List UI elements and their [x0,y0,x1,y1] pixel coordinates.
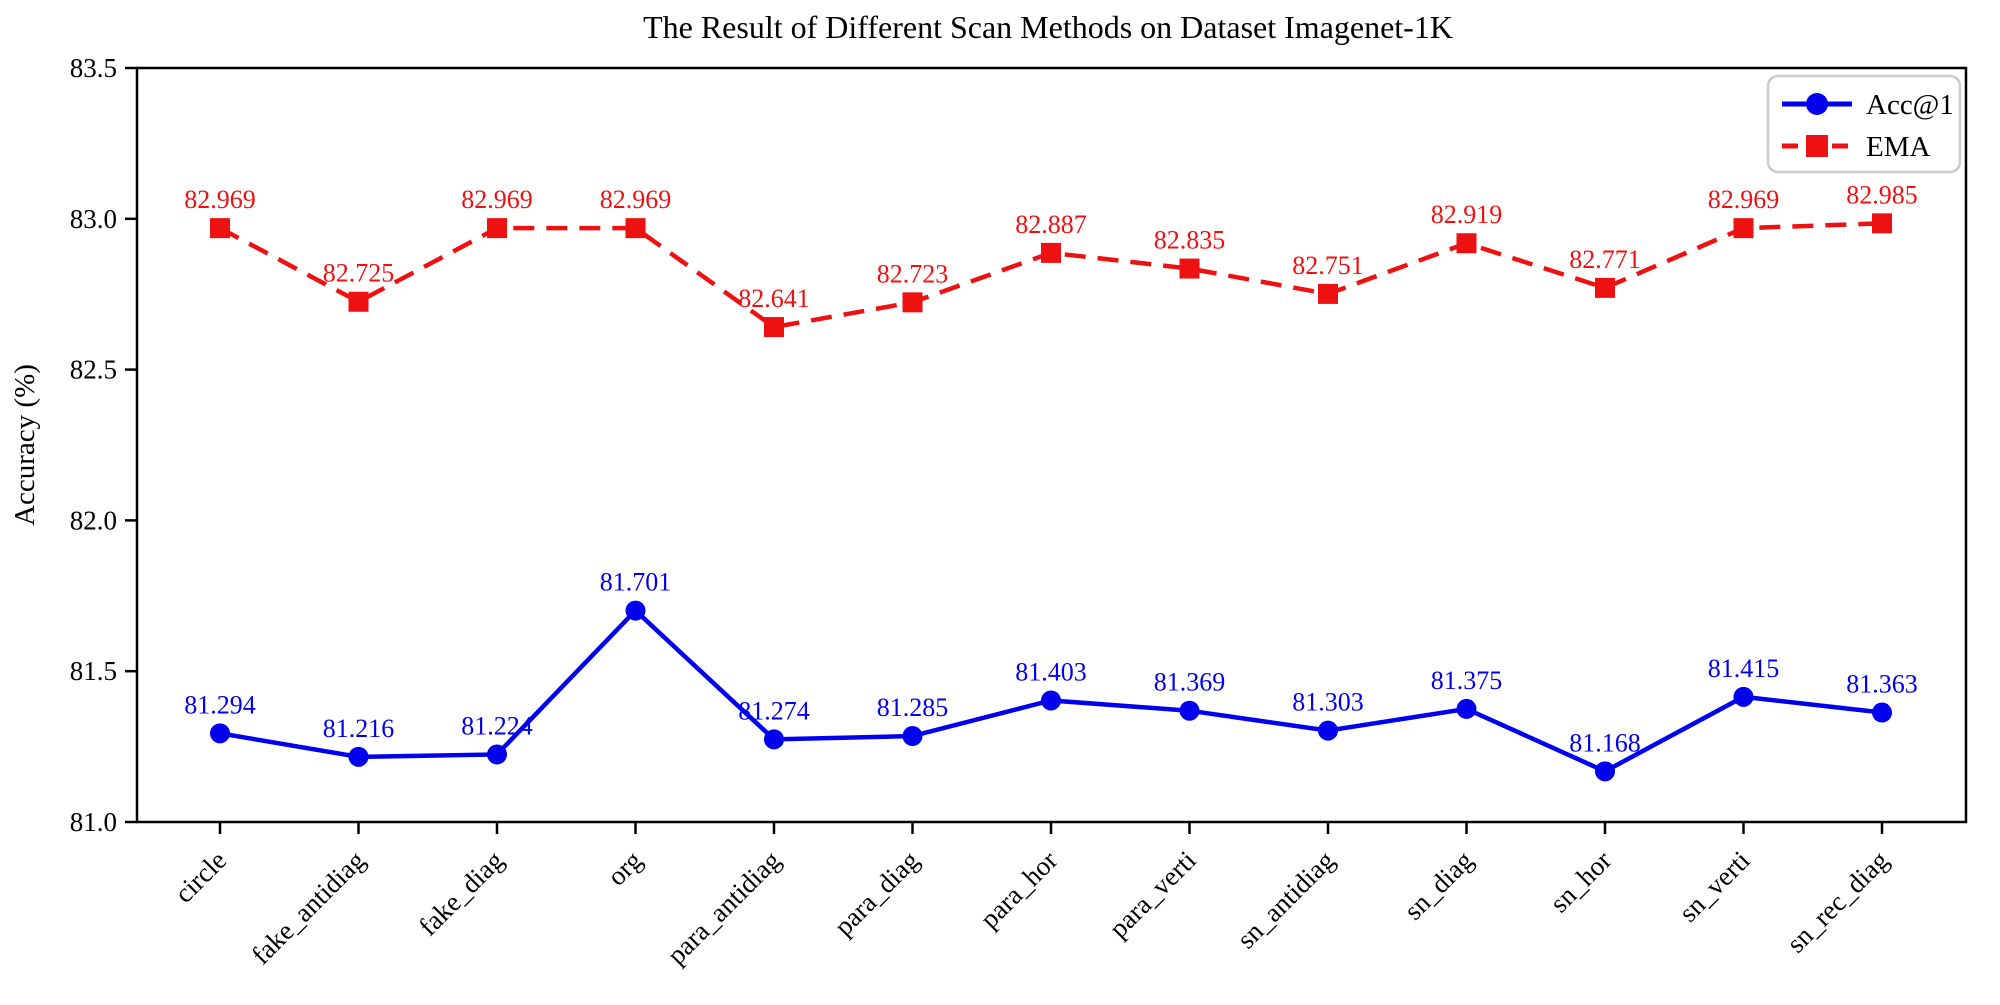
data-point-label: 82.641 [738,284,810,313]
x-tick-label-sn_rec_diag: sn_rec_diag [1781,845,1894,958]
data-point-label: 81.216 [323,714,395,743]
data-point-label: 81.224 [461,711,533,740]
x-tick-label-fake_diag: fake_diag [413,845,509,941]
x-tick-label-para_verti: para_verti [1103,845,1202,944]
x-tick-label-circle: circle [169,845,233,909]
series-layer: 81.294 81.216 81.224 81.701 81.274 81.285 81.4… [184,180,1918,782]
data-point-marker [348,291,369,312]
y-tick-label: 83.0 [70,204,117,234]
legend-marker-Acc@1 [1806,93,1828,115]
data-point-marker [1733,686,1754,707]
x-tick-label-org: org [601,845,647,891]
y-tick-label: 81.0 [70,807,117,837]
data-point-marker [487,218,507,239]
data-point-marker [210,218,230,239]
data-point-label: 82.969 [600,185,672,214]
data-point-marker [902,726,923,747]
data-point-label: 81.274 [738,696,810,725]
data-point-marker [1041,242,1061,263]
x-tick-label-fake_antidiag: fake_antidiag [246,845,371,970]
data-point-label: 81.369 [1154,668,1226,697]
data-point-label: 81.375 [1431,666,1503,695]
data-point-marker [625,218,646,239]
y-tick-label: 82.5 [70,355,117,385]
data-point-label: 82.985 [1846,180,1918,209]
series-EMA: 82.969 82.725 82.969 82.969 82.641 82.723 82.8… [184,180,1918,338]
data-point-marker [1456,233,1477,254]
x-tick-label-para_hor: para_hor [974,845,1063,934]
x-tick-label-sn_verti: sn_verti [1673,845,1756,928]
data-point-label: 81.303 [1292,688,1364,717]
data-point-marker [210,723,230,744]
data-point-marker [1595,277,1615,298]
data-point-marker [1179,700,1200,721]
data-point-label: 81.415 [1708,654,1780,683]
x-tick-label-sn_hor: sn_hor [1544,845,1617,918]
data-point-marker [1872,213,1892,234]
y-axis-label: Accuracy (%) [9,364,41,526]
data-point-label: 81.294 [184,690,256,719]
data-point-label: 82.969 [461,185,533,214]
x-tick-label-sn_diag: sn_diag [1398,845,1479,926]
x-tick-label-para_antidiag: para_antidiag [661,845,786,970]
data-point-label: 81.701 [600,568,672,597]
data-point-marker [1872,702,1892,723]
data-point-marker [348,746,369,767]
data-point-label: 82.771 [1569,245,1641,274]
data-point-marker [625,600,646,621]
data-point-label: 81.285 [877,693,949,722]
series-Acc@1: 81.294 81.216 81.224 81.701 81.274 81.285 81.4… [184,568,1918,782]
data-point-label: 81.363 [1846,670,1918,699]
legend-label-Acc@1: Acc@1 [1866,89,1954,121]
chart-title: The Result of Different Scan Methods on … [643,9,1453,45]
data-point-marker [1041,690,1061,711]
data-point-marker [1179,258,1200,279]
y-tick-label: 83.5 [70,53,117,83]
x-tick-label-sn_antidiag: sn_antidiag [1231,845,1340,954]
data-point-marker [902,292,923,313]
axes-layer: 81.0 81.5 82.0 82.5 83.0 83.5 circle fake_antid… [70,53,1968,970]
data-point-label: 81.168 [1569,728,1641,757]
data-point-marker [764,317,784,338]
data-point-label: 82.723 [877,259,949,288]
data-point-label: 82.751 [1292,251,1364,280]
data-point-label: 82.919 [1431,200,1503,229]
data-point-label: 82.969 [184,185,256,214]
data-point-label: 82.835 [1154,226,1226,255]
data-point-marker [1456,698,1477,719]
data-point-marker [487,744,507,765]
data-point-marker [1318,283,1338,304]
data-point-marker [1595,761,1615,782]
data-point-marker [1733,218,1754,239]
data-point-label: 82.969 [1708,185,1780,214]
legend-label-EMA: EMA [1866,131,1931,163]
y-tick-label: 81.5 [70,656,117,686]
data-point-marker [764,729,784,750]
data-point-label: 81.403 [1015,657,1087,686]
data-point-marker [1318,720,1338,741]
data-point-label: 82.725 [323,259,395,288]
legend-marker-EMA [1806,135,1828,157]
y-tick-label: 82.0 [70,505,117,535]
x-tick-label-para_diag: para_diag [828,845,924,941]
data-point-label: 82.887 [1015,210,1087,239]
legend: Acc@1 EMA [1766,74,1962,174]
